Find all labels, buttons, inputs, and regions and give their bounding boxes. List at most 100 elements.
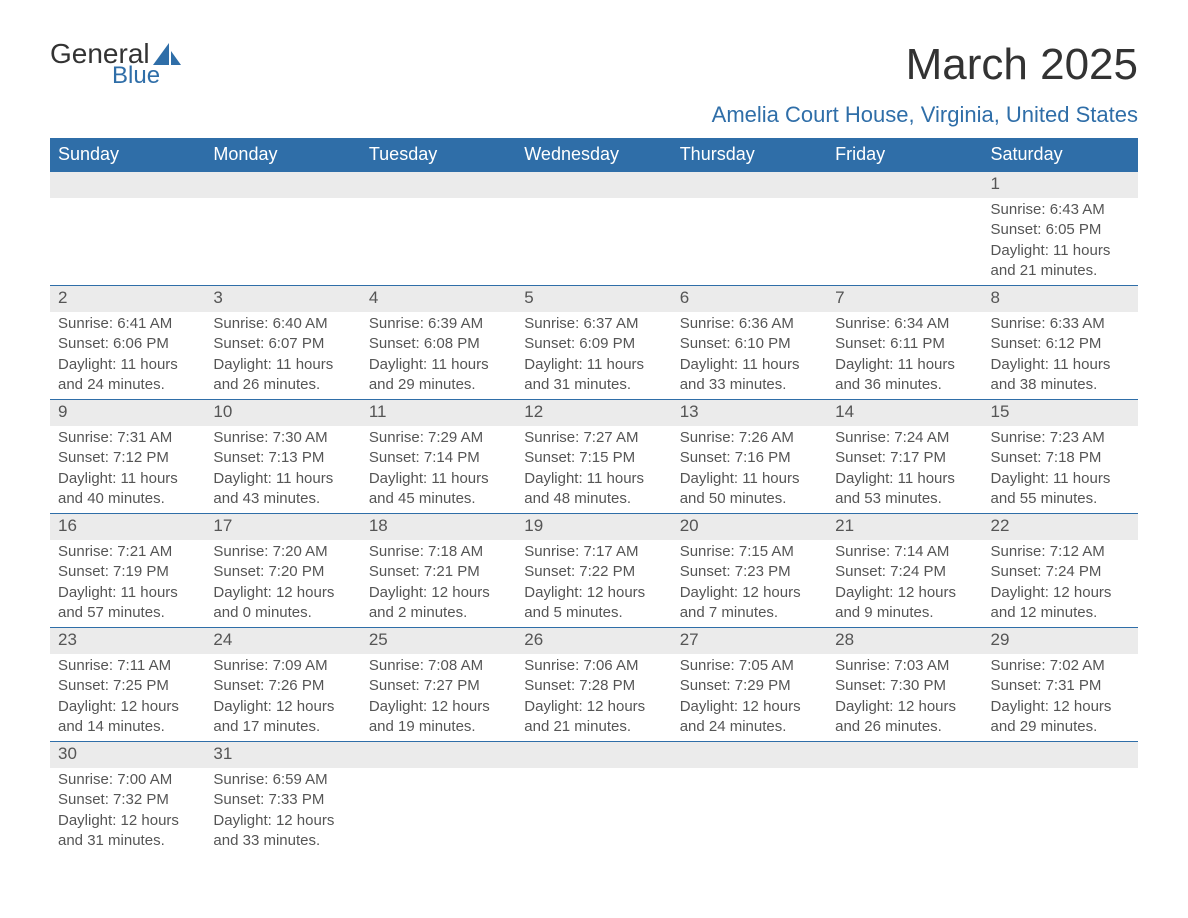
sunrise-line: Sunrise: 7:02 AM	[991, 656, 1130, 676]
day-number-cell: 13	[672, 400, 827, 427]
daylight-line: Daylight: 11 hours	[991, 355, 1130, 375]
day-detail-cell: Sunrise: 6:37 AMSunset: 6:09 PMDaylight:…	[516, 312, 671, 400]
day-number-cell	[827, 742, 982, 769]
sunrise-line: Sunrise: 7:15 AM	[680, 542, 819, 562]
daylight-line: Daylight: 11 hours	[835, 355, 974, 375]
day-detail-cell: Sunrise: 7:17 AMSunset: 7:22 PMDaylight:…	[516, 540, 671, 628]
day-number: 4	[369, 288, 378, 307]
day-number-cell	[516, 172, 671, 199]
sunrise-line: Sunrise: 7:21 AM	[58, 542, 197, 562]
dayhead-wed: Wednesday	[516, 138, 671, 172]
detail-row: Sunrise: 6:41 AMSunset: 6:06 PMDaylight:…	[50, 312, 1138, 400]
day-detail-cell: Sunrise: 7:12 AMSunset: 7:24 PMDaylight:…	[983, 540, 1138, 628]
sunrise-line: Sunrise: 7:27 AM	[524, 428, 663, 448]
daylight-line: Daylight: 12 hours	[680, 583, 819, 603]
sunrise-line: Sunrise: 7:23 AM	[991, 428, 1130, 448]
sunrise-line: Sunrise: 6:40 AM	[213, 314, 352, 334]
sunset-line: Sunset: 6:09 PM	[524, 334, 663, 354]
day-number-cell	[361, 742, 516, 769]
sunrise-line: Sunrise: 7:05 AM	[680, 656, 819, 676]
sunset-line: Sunset: 6:07 PM	[213, 334, 352, 354]
day-detail-cell	[205, 198, 360, 286]
day-number: 24	[213, 630, 232, 649]
dayhead-mon: Monday	[205, 138, 360, 172]
sunset-line: Sunset: 7:13 PM	[213, 448, 352, 468]
day-number-cell: 20	[672, 514, 827, 541]
sunset-line: Sunset: 7:30 PM	[835, 676, 974, 696]
day-detail-cell: Sunrise: 7:11 AMSunset: 7:25 PMDaylight:…	[50, 654, 205, 742]
day-number: 14	[835, 402, 854, 421]
day-number-cell: 4	[361, 286, 516, 313]
sunrise-line: Sunrise: 7:24 AM	[835, 428, 974, 448]
daylight-line: and 17 minutes.	[213, 717, 352, 737]
day-number: 26	[524, 630, 543, 649]
day-detail-cell: Sunrise: 7:05 AMSunset: 7:29 PMDaylight:…	[672, 654, 827, 742]
sunrise-line: Sunrise: 7:17 AM	[524, 542, 663, 562]
day-number: 12	[524, 402, 543, 421]
day-number-cell: 6	[672, 286, 827, 313]
daynum-row: 1	[50, 172, 1138, 199]
day-number: 23	[58, 630, 77, 649]
day-detail-cell	[516, 768, 671, 855]
day-number: 8	[991, 288, 1000, 307]
daylight-line: and 31 minutes.	[58, 831, 197, 851]
day-detail-cell: Sunrise: 7:14 AMSunset: 7:24 PMDaylight:…	[827, 540, 982, 628]
day-number: 22	[991, 516, 1010, 535]
day-detail-cell: Sunrise: 6:43 AMSunset: 6:05 PMDaylight:…	[983, 198, 1138, 286]
sunrise-line: Sunrise: 7:06 AM	[524, 656, 663, 676]
day-detail-cell: Sunrise: 6:40 AMSunset: 6:07 PMDaylight:…	[205, 312, 360, 400]
daylight-line: and 38 minutes.	[991, 375, 1130, 395]
day-number: 19	[524, 516, 543, 535]
daylight-line: and 21 minutes.	[524, 717, 663, 737]
sunrise-line: Sunrise: 7:14 AM	[835, 542, 974, 562]
daylight-line: Daylight: 11 hours	[680, 355, 819, 375]
dayhead-sat: Saturday	[983, 138, 1138, 172]
sunrise-line: Sunrise: 7:26 AM	[680, 428, 819, 448]
day-number: 17	[213, 516, 232, 535]
sunset-line: Sunset: 6:08 PM	[369, 334, 508, 354]
detail-row: Sunrise: 7:31 AMSunset: 7:12 PMDaylight:…	[50, 426, 1138, 514]
day-detail-cell: Sunrise: 7:08 AMSunset: 7:27 PMDaylight:…	[361, 654, 516, 742]
sunrise-line: Sunrise: 7:08 AM	[369, 656, 508, 676]
daylight-line: Daylight: 11 hours	[213, 355, 352, 375]
day-number-cell: 17	[205, 514, 360, 541]
day-number-cell: 18	[361, 514, 516, 541]
day-number: 30	[58, 744, 77, 763]
day-detail-cell: Sunrise: 6:41 AMSunset: 6:06 PMDaylight:…	[50, 312, 205, 400]
day-number: 10	[213, 402, 232, 421]
daylight-line: and 5 minutes.	[524, 603, 663, 623]
daylight-line: Daylight: 11 hours	[991, 241, 1130, 261]
page-header: General Blue March 2025 Amelia Court Hou…	[50, 40, 1138, 128]
sunset-line: Sunset: 7:14 PM	[369, 448, 508, 468]
day-number: 16	[58, 516, 77, 535]
day-number: 21	[835, 516, 854, 535]
sunset-line: Sunset: 7:12 PM	[58, 448, 197, 468]
day-number-cell	[983, 742, 1138, 769]
sunset-line: Sunset: 6:12 PM	[991, 334, 1130, 354]
sunset-line: Sunset: 7:33 PM	[213, 790, 352, 810]
day-number-cell: 28	[827, 628, 982, 655]
day-detail-cell: Sunrise: 7:30 AMSunset: 7:13 PMDaylight:…	[205, 426, 360, 514]
daylight-line: and 57 minutes.	[58, 603, 197, 623]
day-number: 28	[835, 630, 854, 649]
daynum-row: 23242526272829	[50, 628, 1138, 655]
day-detail-cell: Sunrise: 7:00 AMSunset: 7:32 PMDaylight:…	[50, 768, 205, 855]
daylight-line: and 19 minutes.	[369, 717, 508, 737]
daylight-line: and 21 minutes.	[991, 261, 1130, 281]
daynum-row: 16 17 18 19 20 21 22	[50, 514, 1138, 541]
dayhead-tue: Tuesday	[361, 138, 516, 172]
detail-row: Sunrise: 6:43 AMSunset: 6:05 PMDaylight:…	[50, 198, 1138, 286]
day-number: 29	[991, 630, 1010, 649]
day-detail-cell	[516, 198, 671, 286]
sunset-line: Sunset: 7:27 PM	[369, 676, 508, 696]
day-detail-cell	[827, 198, 982, 286]
daylight-line: Daylight: 12 hours	[369, 697, 508, 717]
day-number: 18	[369, 516, 388, 535]
daynum-row: 2345678	[50, 286, 1138, 313]
day-detail-cell	[361, 198, 516, 286]
daylight-line: and 9 minutes.	[835, 603, 974, 623]
daylight-line: and 55 minutes.	[991, 489, 1130, 509]
day-detail-cell: Sunrise: 7:15 AMSunset: 7:23 PMDaylight:…	[672, 540, 827, 628]
day-number-cell: 24	[205, 628, 360, 655]
day-number-cell: 19	[516, 514, 671, 541]
